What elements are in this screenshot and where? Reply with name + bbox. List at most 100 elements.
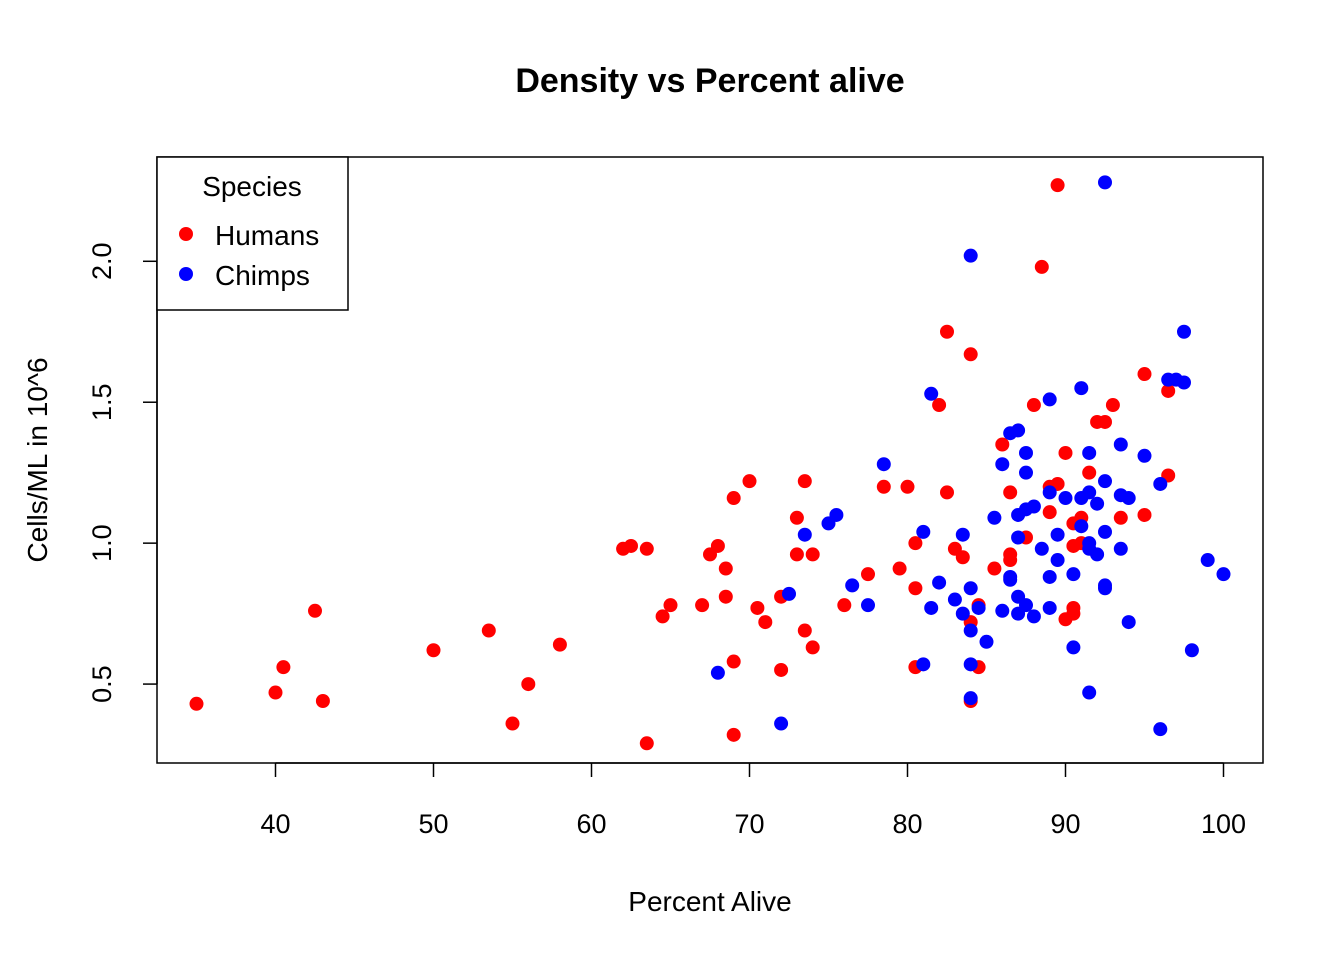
humans-point (750, 600, 765, 615)
humans-point (718, 589, 733, 604)
chimps-point (955, 606, 970, 621)
humans-point (1003, 553, 1018, 568)
chimps-point (995, 603, 1010, 618)
humans-point (932, 398, 947, 413)
chimps-point (1113, 541, 1128, 556)
humans-point (758, 615, 773, 630)
chimps-point (1019, 445, 1033, 460)
chimps-point (1058, 491, 1073, 506)
chimps-point (1200, 553, 1215, 568)
humans-point (1003, 485, 1018, 500)
legend-label-chimps: Chimps (215, 260, 310, 291)
chimps-point (916, 524, 931, 539)
chimps-point (1011, 423, 1026, 438)
humans-point (481, 623, 496, 638)
humans-point (789, 510, 804, 525)
y-tick-label: 1.0 (87, 524, 117, 562)
chimps-point (876, 457, 891, 472)
y-tick-label: 0.5 (87, 665, 117, 703)
legend: Species Humans Chimps (156, 156, 349, 311)
humans-point (308, 603, 322, 618)
humans-point (1066, 606, 1081, 621)
humans-point (726, 727, 741, 742)
chimps-point (1082, 485, 1097, 500)
humans-point (1137, 507, 1152, 522)
chimps-point (932, 575, 947, 590)
chimps-point (963, 691, 978, 706)
legend-title: Species (202, 171, 302, 202)
data-points (189, 175, 1231, 751)
chimps-point (1050, 553, 1065, 568)
x-tick-label: 90 (1050, 809, 1080, 839)
chimps-point (963, 248, 978, 263)
humans-point (1105, 398, 1120, 413)
humans-point (1058, 445, 1073, 460)
chimps-point (1098, 581, 1112, 596)
humans-point (797, 623, 812, 638)
humans-point (1026, 398, 1041, 413)
humans-point (268, 685, 283, 700)
chimps-point (861, 598, 875, 613)
chimps-point (1019, 465, 1033, 480)
chimps-point (1121, 491, 1136, 506)
humans-point (1042, 505, 1057, 520)
chimps-point (1082, 685, 1097, 700)
humans-point (774, 662, 789, 677)
humans-point (726, 654, 741, 669)
humans-point (1034, 259, 1049, 274)
chimps-point (1090, 547, 1105, 562)
humans-point (1050, 178, 1065, 193)
x-tick-label: 70 (734, 809, 764, 839)
humans-point (876, 479, 891, 494)
chimps-point (955, 527, 970, 542)
chimps-point (1066, 567, 1081, 582)
humans-point (710, 538, 725, 553)
chimps-point (1042, 600, 1057, 615)
x-tick-label: 60 (576, 809, 606, 839)
legend-marker-humans (179, 227, 193, 241)
humans-point (900, 479, 915, 494)
chimps-point (963, 657, 978, 672)
chimps-point (710, 665, 725, 680)
humans-point (805, 547, 820, 562)
chimps-point (1011, 530, 1026, 545)
x-tick-label: 80 (892, 809, 922, 839)
y-tick-label: 2.0 (87, 243, 117, 281)
humans-point (789, 547, 804, 562)
humans-point (797, 474, 812, 489)
humans-point (695, 598, 710, 613)
humans-point (639, 541, 654, 556)
humans-point (663, 598, 678, 613)
humans-point (837, 598, 852, 613)
chimps-point (924, 386, 939, 401)
humans-point (861, 567, 875, 582)
chimps-point (774, 716, 789, 731)
humans-point (940, 324, 954, 339)
y-axis-label: Cells/ML in 10^6 (22, 357, 53, 562)
humans-point (987, 561, 1002, 576)
humans-point (1082, 465, 1097, 480)
chimps-point (1003, 569, 1018, 584)
chimps-point (1098, 474, 1112, 489)
chimps-point (845, 578, 860, 593)
humans-point (718, 561, 733, 576)
chimps-point (1026, 609, 1041, 624)
x-axis-label: Percent Alive (628, 886, 791, 917)
humans-point (892, 561, 907, 576)
humans-point (521, 677, 536, 692)
chimps-point (979, 634, 994, 649)
chimps-point (1216, 567, 1231, 582)
chimps-point (1042, 569, 1057, 584)
chimps-point (1034, 541, 1049, 556)
humans-point (1113, 510, 1128, 525)
chimps-point (782, 586, 796, 601)
humans-point (963, 347, 978, 362)
chimps-point (1066, 640, 1081, 655)
humans-point (805, 640, 820, 655)
humans-point (552, 637, 567, 652)
humans-point (1098, 414, 1112, 429)
humans-point (908, 536, 923, 551)
humans-point (742, 474, 757, 489)
chimps-point (1090, 496, 1105, 511)
